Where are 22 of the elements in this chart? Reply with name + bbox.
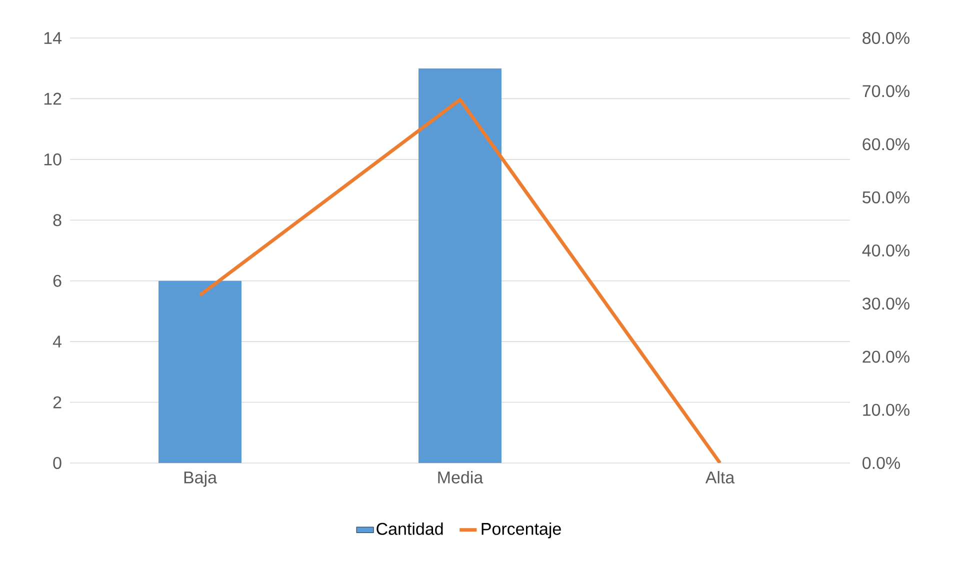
x-tick-label: Baja (184, 470, 218, 487)
y-tick-label: 0 (53, 456, 62, 470)
y2-tick-label: 40.0% (862, 244, 910, 257)
y-tick-label: 10 (44, 153, 62, 166)
y2-tick-label: 70.0% (862, 85, 910, 98)
legend-label: Porcentaje (482, 522, 561, 538)
y2-tick-label: 10.0% (863, 404, 910, 416)
y2-tick-label: 0.0% (862, 456, 900, 470)
x-tick-label: Alta (705, 470, 735, 484)
y2-tick-label: 50.0% (862, 191, 910, 204)
y-tick-label: 12 (44, 92, 62, 105)
y-tick-label: 14 (44, 32, 62, 44)
y2-tick-label: 30.0% (862, 298, 910, 310)
y-tick-label: 8 (53, 214, 62, 226)
y2-tick-label: 60.0% (862, 138, 910, 150)
y-tick-label: 2 (53, 396, 62, 408)
y-tick-label: 6 (53, 274, 62, 287)
y-tick-label: 4 (52, 336, 62, 348)
y2-tick-label: 20.0% (862, 350, 910, 363)
y2-tick-label: 80.0% (862, 32, 910, 44)
legend-label: Cantidad (376, 522, 443, 535)
x-tick-label: Media (438, 470, 484, 484)
